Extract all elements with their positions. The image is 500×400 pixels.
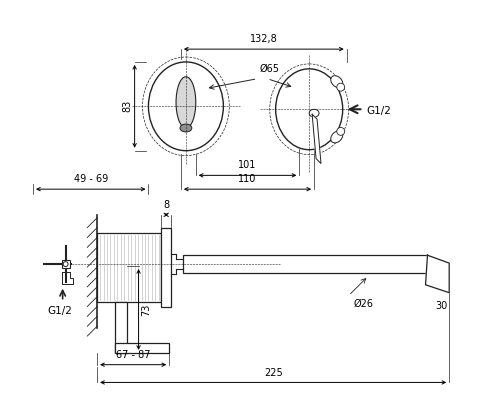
Bar bbox=[161, 228, 171, 306]
Bar bbox=[183, 255, 428, 273]
Circle shape bbox=[337, 83, 344, 91]
Text: G1/2: G1/2 bbox=[47, 306, 72, 316]
Text: 101: 101 bbox=[238, 160, 256, 170]
Text: 83: 83 bbox=[122, 100, 132, 112]
Ellipse shape bbox=[309, 109, 319, 117]
Text: 73: 73 bbox=[142, 303, 152, 316]
Ellipse shape bbox=[176, 77, 196, 128]
Circle shape bbox=[337, 128, 344, 135]
Ellipse shape bbox=[331, 131, 343, 143]
Bar bbox=[115, 302, 126, 353]
Text: 225: 225 bbox=[264, 368, 282, 378]
Ellipse shape bbox=[180, 124, 192, 132]
Text: 8: 8 bbox=[163, 200, 169, 210]
Bar bbox=[115, 343, 169, 353]
Circle shape bbox=[63, 262, 68, 266]
Text: 67 - 87: 67 - 87 bbox=[116, 350, 150, 360]
Text: 110: 110 bbox=[238, 174, 256, 184]
Polygon shape bbox=[426, 255, 449, 293]
Text: G1/2: G1/2 bbox=[366, 106, 391, 116]
Text: 49 - 69: 49 - 69 bbox=[74, 174, 108, 184]
Bar bbox=[62, 260, 70, 268]
Ellipse shape bbox=[148, 62, 224, 151]
Text: 30: 30 bbox=[436, 300, 448, 310]
Ellipse shape bbox=[331, 76, 343, 88]
Ellipse shape bbox=[276, 69, 342, 150]
Polygon shape bbox=[312, 114, 321, 164]
Bar bbox=[97, 232, 161, 302]
Polygon shape bbox=[62, 272, 74, 284]
Text: Ø65: Ø65 bbox=[260, 64, 280, 74]
Text: 132,8: 132,8 bbox=[250, 34, 278, 44]
Text: Ø26: Ø26 bbox=[354, 299, 374, 309]
